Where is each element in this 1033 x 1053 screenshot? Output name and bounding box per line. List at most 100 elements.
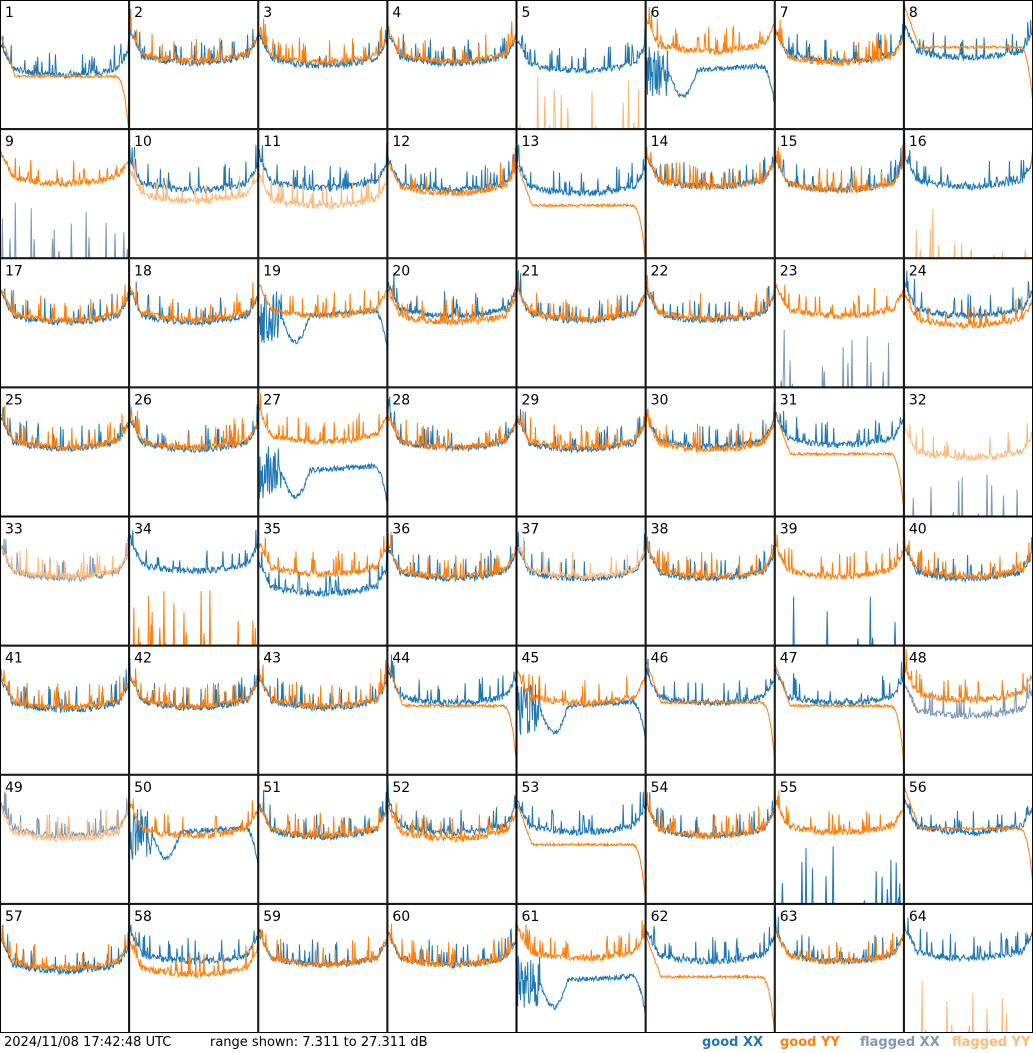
series-yy-55 bbox=[774, 790, 904, 837]
tile-panel-23: 23 bbox=[774, 258, 904, 388]
tile-panel-62: 62 bbox=[645, 903, 775, 1033]
tile-panel-52: 52 bbox=[387, 774, 517, 904]
tile-border-63 bbox=[774, 903, 904, 1033]
series-yy-5 bbox=[516, 77, 646, 130]
series-xx-51 bbox=[258, 790, 388, 842]
series-xx-19 bbox=[258, 291, 388, 352]
tile-panel-18: 18 bbox=[129, 258, 259, 388]
series-yy-38 bbox=[645, 536, 775, 581]
tile-panel-33: 33 bbox=[0, 516, 130, 646]
series-yy-11 bbox=[258, 167, 388, 211]
tile-label-12: 12 bbox=[392, 134, 410, 150]
series-yy-7 bbox=[774, 19, 904, 68]
tile-panel-30: 30 bbox=[645, 387, 775, 517]
tile-panel-22: 22 bbox=[645, 258, 775, 388]
tile-label-16: 16 bbox=[909, 134, 927, 150]
tile-border-8 bbox=[903, 0, 1033, 130]
tile-label-60: 60 bbox=[392, 909, 410, 925]
tile-border-49 bbox=[0, 774, 130, 904]
series-xx-10 bbox=[129, 144, 259, 195]
tile-label-4: 4 bbox=[392, 5, 401, 21]
series-yy-39 bbox=[774, 534, 904, 581]
tile-border-14 bbox=[645, 129, 775, 259]
tile-panel-7: 7 bbox=[774, 0, 904, 130]
series-xx-47 bbox=[774, 661, 904, 708]
tile-label-41: 41 bbox=[5, 651, 23, 667]
tile-border-20 bbox=[387, 258, 517, 388]
tile-panel-8: 8 bbox=[903, 0, 1033, 130]
tile-label-49: 49 bbox=[5, 780, 23, 796]
tile-border-47 bbox=[774, 645, 904, 775]
tile-panel-43: 43 bbox=[258, 645, 388, 775]
tile-panel-56: 56 bbox=[903, 774, 1033, 904]
series-xx-44 bbox=[387, 654, 517, 708]
tile-label-44: 44 bbox=[392, 651, 410, 667]
series-yy-24 bbox=[903, 281, 1033, 331]
tile-label-62: 62 bbox=[651, 909, 669, 925]
tile-panel-57: 57 bbox=[0, 903, 130, 1033]
tile-label-21: 21 bbox=[522, 263, 540, 279]
series-yy-14 bbox=[645, 146, 775, 191]
tile-label-42: 42 bbox=[134, 651, 152, 667]
series-yy-21 bbox=[516, 272, 646, 324]
tile-label-35: 35 bbox=[263, 522, 281, 538]
tile-label-3: 3 bbox=[263, 5, 272, 21]
tile-label-55: 55 bbox=[780, 780, 798, 796]
tile-panel-15: 15 bbox=[774, 129, 904, 259]
series-yy-35 bbox=[258, 535, 388, 579]
tile-border-54 bbox=[645, 774, 775, 904]
tile-border-5 bbox=[516, 0, 646, 130]
tile-border-19 bbox=[258, 258, 388, 388]
tile-panel-10: 10 bbox=[129, 129, 259, 259]
tile-label-45: 45 bbox=[522, 651, 540, 667]
tile-border-55 bbox=[774, 774, 904, 904]
series-yy-10 bbox=[129, 156, 259, 206]
series-yy-15 bbox=[774, 145, 904, 194]
tile-label-2: 2 bbox=[134, 5, 143, 21]
tile-label-9: 9 bbox=[5, 134, 14, 150]
tile-label-7: 7 bbox=[780, 5, 789, 21]
series-yy-56 bbox=[903, 785, 1033, 887]
series-yy-52 bbox=[387, 803, 517, 843]
tile-border-57 bbox=[0, 903, 130, 1033]
tile-border-9 bbox=[0, 129, 130, 259]
tile-label-28: 28 bbox=[392, 392, 410, 408]
tile-panel-26: 26 bbox=[129, 387, 259, 517]
tile-label-29: 29 bbox=[522, 392, 540, 408]
tile-label-43: 43 bbox=[263, 651, 281, 667]
tile-label-52: 52 bbox=[392, 780, 410, 796]
tile-border-51 bbox=[258, 774, 388, 904]
tile-border-10 bbox=[129, 129, 259, 259]
range-label: range shown: 7.311 to 27.311 dB bbox=[210, 1035, 428, 1050]
tile-label-64: 64 bbox=[909, 909, 927, 925]
series-xx-46 bbox=[645, 658, 775, 707]
tile-label-5: 5 bbox=[522, 5, 531, 21]
legend-good-xx: good XX bbox=[702, 1035, 764, 1050]
tile-border-53 bbox=[516, 774, 646, 904]
tile-label-19: 19 bbox=[263, 263, 281, 279]
tile-label-57: 57 bbox=[5, 909, 23, 925]
series-yy-25 bbox=[0, 405, 130, 452]
tile-label-61: 61 bbox=[522, 909, 540, 925]
tile-label-14: 14 bbox=[651, 134, 669, 150]
series-yy-13 bbox=[516, 162, 646, 259]
series-yy-33 bbox=[0, 537, 130, 581]
tile-border-42 bbox=[129, 645, 259, 775]
series-xx-11 bbox=[258, 141, 388, 193]
tile-label-13: 13 bbox=[522, 134, 540, 150]
series-yy-28 bbox=[387, 413, 517, 452]
tile-panel-39: 39 bbox=[774, 516, 904, 646]
tile-border-2 bbox=[129, 0, 259, 130]
series-xx-39 bbox=[774, 596, 904, 646]
tile-label-26: 26 bbox=[134, 392, 152, 408]
tile-label-1: 1 bbox=[5, 5, 14, 21]
tile-label-11: 11 bbox=[263, 134, 281, 150]
series-xx-32 bbox=[903, 474, 1033, 517]
tile-panel-46: 46 bbox=[645, 645, 775, 775]
tile-border-61 bbox=[516, 903, 646, 1033]
series-xx-23 bbox=[774, 329, 904, 388]
footer-bar: 2024/11/08 17:42:48 UTC range shown: 7.3… bbox=[0, 1033, 1033, 1053]
tile-label-32: 32 bbox=[909, 392, 927, 408]
tile-label-30: 30 bbox=[651, 392, 669, 408]
